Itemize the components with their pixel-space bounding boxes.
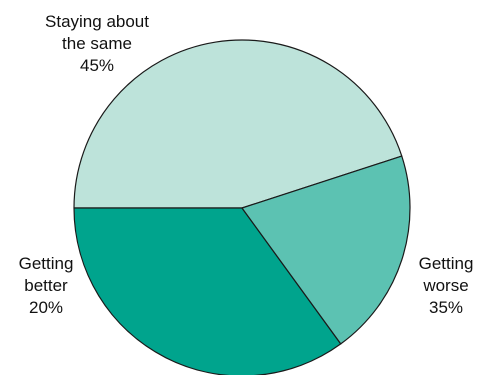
slice-label-2-line-2: 20% — [29, 298, 63, 317]
slice-label-2-line-0: Getting — [19, 254, 74, 273]
slice-label-2-line-1: better — [24, 276, 68, 295]
labels-layer: Staying about the same 45%Getting worse 35%G… — [19, 12, 474, 317]
slice-label-1: Getting worse 35% — [419, 254, 474, 317]
slice-label-0-line-2: 45% — [80, 56, 114, 75]
slice-label-0-line-1: the same — [62, 34, 132, 53]
slice-label-1-line-1: worse — [422, 276, 468, 295]
slice-label-1-line-2: 35% — [429, 298, 463, 317]
slice-label-0: Staying about the same 45% — [45, 12, 149, 75]
slice-label-1-line-0: Getting — [419, 254, 474, 273]
slices-layer — [73, 39, 411, 375]
slice-label-2: Getting better 20% — [19, 254, 74, 317]
pie-slice-1 — [73, 207, 342, 375]
pie-slice-0 — [73, 39, 403, 209]
slice-label-0-line-0: Staying about — [45, 12, 149, 31]
pie-slice-2 — [241, 155, 411, 345]
